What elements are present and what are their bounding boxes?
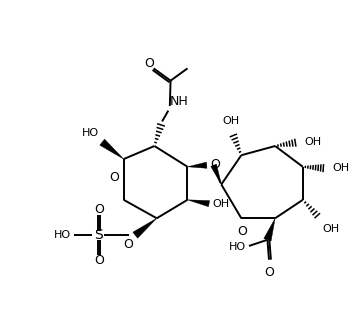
Text: S: S: [94, 228, 103, 242]
Polygon shape: [133, 218, 157, 238]
Text: HO: HO: [82, 128, 99, 138]
Polygon shape: [100, 139, 124, 159]
Text: OH: OH: [212, 199, 229, 209]
Text: HO: HO: [229, 242, 246, 252]
Text: O: O: [94, 254, 104, 267]
Text: NH: NH: [170, 95, 189, 108]
Polygon shape: [211, 164, 221, 185]
Text: OH: OH: [323, 224, 340, 234]
Text: O: O: [264, 266, 274, 279]
Text: O: O: [211, 158, 220, 171]
Text: O: O: [123, 238, 133, 251]
Text: O: O: [110, 171, 119, 185]
Text: OH: OH: [222, 116, 239, 126]
Text: HO: HO: [54, 230, 71, 240]
Text: OH: OH: [332, 163, 349, 173]
Text: O: O: [94, 203, 104, 216]
Polygon shape: [187, 162, 207, 168]
Text: O: O: [237, 225, 247, 238]
Text: OH: OH: [304, 137, 322, 147]
Polygon shape: [187, 200, 209, 207]
Text: O: O: [144, 57, 154, 70]
Polygon shape: [264, 218, 275, 241]
